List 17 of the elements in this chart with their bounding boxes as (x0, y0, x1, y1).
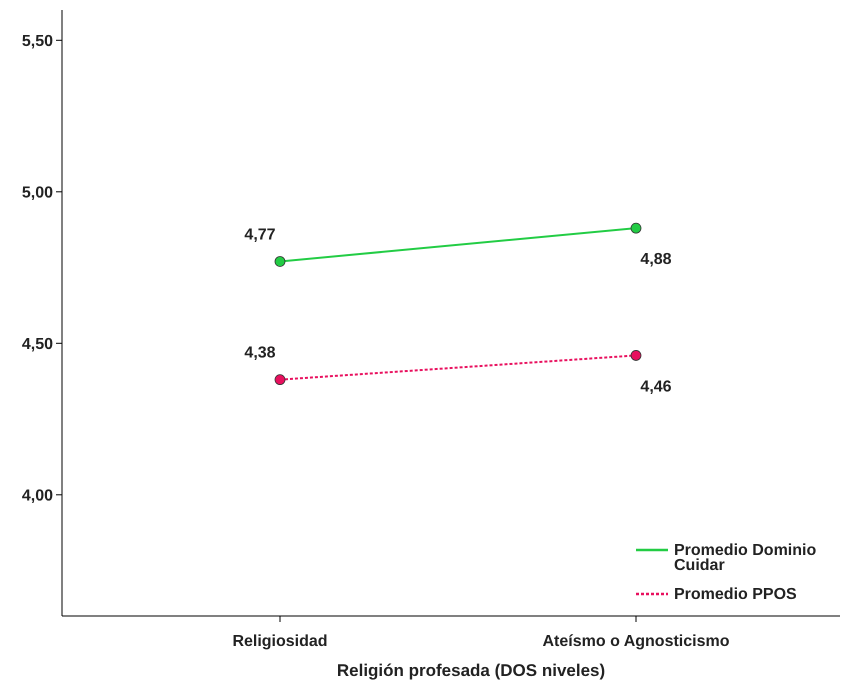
y-tick-label: 4,50 (22, 336, 54, 353)
legend-label: Promedio PPOS (674, 586, 798, 603)
legend-label: Promedio Dominio Cuidar (674, 542, 816, 574)
point (274, 256, 286, 267)
data-label: 4,46 (640, 378, 672, 396)
point (630, 222, 642, 234)
y-tick-label: 5,50 (22, 32, 54, 50)
x-tick-label: Religiosidad (232, 633, 328, 650)
y-tick-label: 4,00 (22, 487, 54, 504)
data-label: 4,88 (640, 251, 672, 268)
data-label: 4,38 (244, 344, 276, 362)
x-axis-title: Religión profesada (DOS niveles) (336, 661, 606, 680)
y-tick-label: 5,00 (22, 184, 54, 202)
x-tick-label: Ateísmo o Agnosticismo (542, 633, 730, 650)
point (630, 350, 642, 361)
data-label: 4,77 (244, 226, 276, 244)
point (274, 374, 286, 386)
